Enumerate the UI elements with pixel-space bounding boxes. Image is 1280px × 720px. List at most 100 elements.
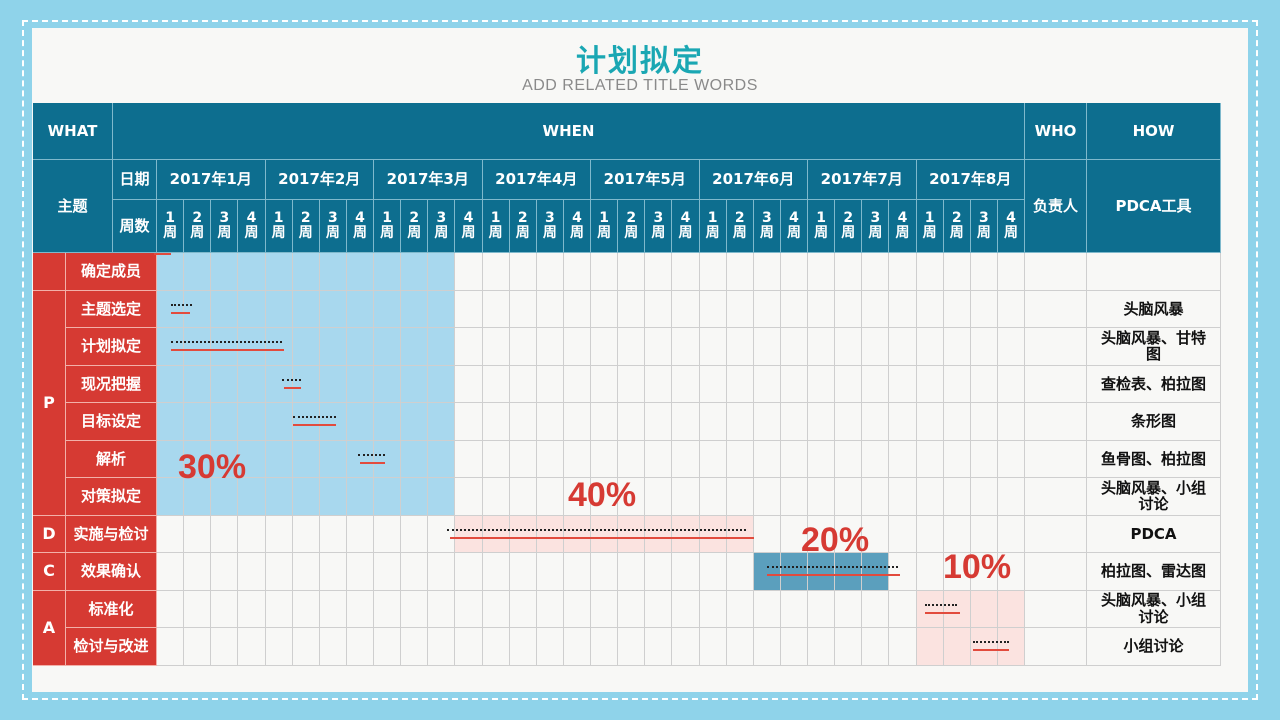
gantt-cell <box>672 328 700 366</box>
week-header: 2周 <box>292 200 320 253</box>
gantt-cell <box>943 365 971 403</box>
gantt-cell <box>618 365 646 403</box>
gantt-cell <box>292 253 320 291</box>
gantt-cell <box>672 440 700 478</box>
week-header: 3周 <box>428 200 456 253</box>
gantt-cell <box>943 290 971 328</box>
gantt-cell <box>997 590 1025 628</box>
gantt-cell <box>374 440 402 478</box>
gantt-cell <box>889 440 917 478</box>
gantt-cell <box>455 253 483 291</box>
tool-cell: 柏拉图、雷达图 <box>1087 553 1221 591</box>
gantt-cell <box>672 515 700 553</box>
week-header: 4周 <box>997 200 1025 253</box>
gantt-cell <box>428 365 456 403</box>
gantt-cell <box>753 478 781 516</box>
gantt-cell <box>563 478 591 516</box>
gantt-cell <box>699 590 727 628</box>
week-header: 4周 <box>672 200 700 253</box>
gantt-cell <box>645 365 673 403</box>
gantt-cell <box>862 403 890 441</box>
gantt-cell <box>699 328 727 366</box>
gantt-cell <box>482 253 510 291</box>
phase-a-shade <box>916 590 1025 666</box>
tool-cell: 条形图 <box>1087 403 1221 441</box>
owner-cell <box>1025 478 1087 516</box>
owner-cell <box>1025 515 1087 553</box>
gantt-cell <box>753 403 781 441</box>
gantt-cell <box>401 478 429 516</box>
gantt-cell <box>563 253 591 291</box>
gantt-cell <box>157 290 185 328</box>
gantt-cell <box>374 628 402 666</box>
gantt-cell <box>265 253 293 291</box>
gantt-cell <box>916 628 944 666</box>
gantt-cell <box>808 440 836 478</box>
gantt-cell <box>808 365 836 403</box>
gantt-cell <box>780 515 808 553</box>
gantt-cell <box>482 290 510 328</box>
gantt-cell <box>889 365 917 403</box>
actual-line <box>767 574 901 576</box>
gantt-cell <box>184 403 212 441</box>
gantt-cell <box>292 590 320 628</box>
phase-c-shade <box>753 553 890 591</box>
actual-line <box>170 349 285 351</box>
gantt-cell <box>319 515 347 553</box>
gantt-cell <box>780 328 808 366</box>
tool-cell: 头脑风暴、小组讨论 <box>1087 590 1221 628</box>
gantt-cell <box>726 515 754 553</box>
gantt-cell <box>482 365 510 403</box>
gantt-cell <box>943 515 971 553</box>
gantt-cell <box>319 253 347 291</box>
month-header: 2017年3月 <box>374 160 483 200</box>
gantt-cell <box>401 515 429 553</box>
gantt-cell <box>699 253 727 291</box>
week-header: 3周 <box>753 200 781 253</box>
phase-percentage-c: 20% <box>801 521 870 559</box>
gantt-cell <box>536 253 564 291</box>
gantt-cell <box>591 253 619 291</box>
gantt-cell <box>916 478 944 516</box>
gantt-cell <box>862 553 890 591</box>
gantt-cell <box>645 590 673 628</box>
gantt-cell <box>292 515 320 553</box>
gantt-cell <box>591 403 619 441</box>
gantt-cell <box>482 553 510 591</box>
tool-header: PDCA工具 <box>1087 160 1221 253</box>
gantt-cell <box>753 290 781 328</box>
gantt-cell <box>970 253 998 291</box>
tool-cell: PDCA <box>1087 515 1221 553</box>
gantt-cell <box>618 478 646 516</box>
gantt-cell <box>591 478 619 516</box>
page-title: 计划拟定 <box>576 44 704 79</box>
tool-cell: 头脑风暴、小组讨论 <box>1087 478 1221 516</box>
gantt-cell <box>726 553 754 591</box>
week-header: 2周 <box>401 200 429 253</box>
week-header: 3周 <box>645 200 673 253</box>
owner-cell <box>1025 365 1087 403</box>
gantt-cell <box>238 403 266 441</box>
gantt-cell <box>211 290 239 328</box>
gantt-cell <box>482 628 510 666</box>
gantt-cell <box>997 515 1025 553</box>
gantt-cell <box>672 553 700 591</box>
gantt-cell <box>862 290 890 328</box>
gantt-cell <box>374 253 402 291</box>
gantt-cell <box>157 328 185 366</box>
gantt-cell <box>428 628 456 666</box>
gantt-cell <box>943 553 971 591</box>
week-header: 3周 <box>319 200 347 253</box>
gantt-cell <box>265 403 293 441</box>
gantt-cell <box>428 253 456 291</box>
gantt-cell <box>428 440 456 478</box>
gantt-cell <box>346 365 374 403</box>
gantt-cell <box>835 253 863 291</box>
week-header: 4周 <box>346 200 374 253</box>
gantt-cell <box>997 440 1025 478</box>
gantt-cell <box>563 628 591 666</box>
gantt-cell <box>509 515 537 553</box>
topic-label: 现况把握 <box>66 365 157 403</box>
owner-cell <box>1025 440 1087 478</box>
gantt-cell <box>374 515 402 553</box>
